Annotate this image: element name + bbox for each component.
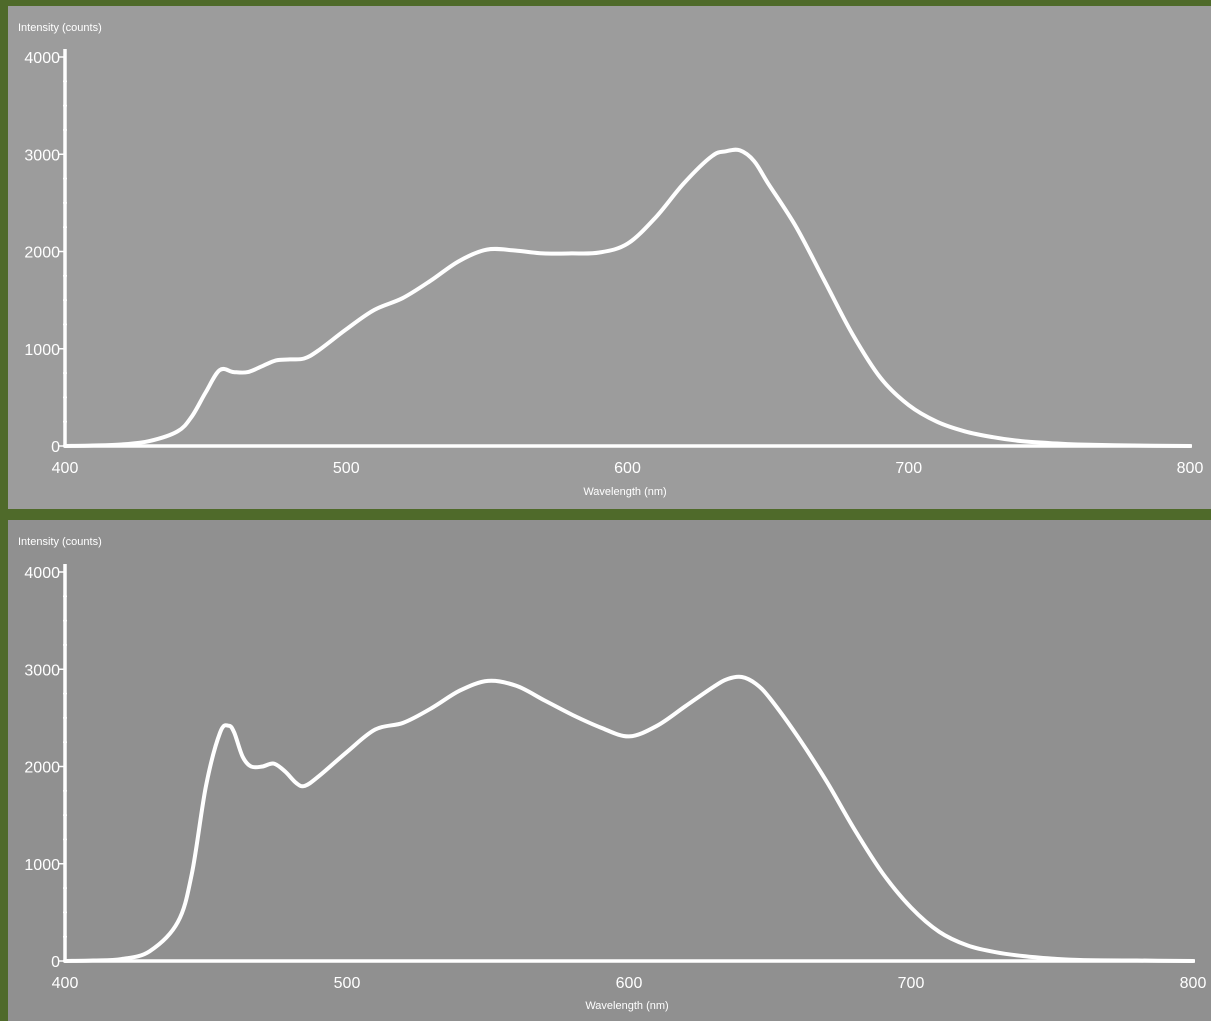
spectrum-chart-bottom: Intensity (counts) Wavelength (nm) 0 1000…: [18, 536, 1207, 1012]
x-tick-label: 500: [334, 975, 361, 992]
x-tick-label: 600: [614, 460, 641, 477]
x-tick-label: 800: [1180, 975, 1207, 992]
x-axis-title: Wavelength (nm): [585, 1000, 668, 1012]
y-tick-label: 1000: [24, 342, 60, 359]
y-tick-label: 3000: [24, 147, 60, 164]
y-tick-label: 2000: [24, 760, 60, 777]
y-tick-label: 0: [51, 954, 60, 971]
x-tick-label: 400: [52, 460, 79, 477]
spectrum-line: [63, 147, 1192, 448]
x-tick-label: 700: [898, 975, 925, 992]
x-tick-label: 700: [895, 460, 922, 477]
y-tick-label: 4000: [24, 565, 60, 582]
y-tick-label: 4000: [24, 50, 60, 67]
y-tick-label: 0: [51, 439, 60, 456]
chart-panel-bottom: Intensity (counts) Wavelength (nm) 0 1000…: [8, 520, 1211, 1021]
spectrum-line: [63, 674, 1195, 963]
x-tick-label: 500: [333, 460, 360, 477]
chart-panel-top: Intensity (counts) Wavelength (nm) 0 1000…: [8, 6, 1211, 509]
x-tick-label: 800: [1177, 460, 1204, 477]
spectrum-chart-top: Intensity (counts) Wavelength (nm) 0 1000…: [18, 22, 1204, 498]
y-axis-title: Intensity (counts): [18, 22, 102, 34]
x-tick-label: 600: [616, 975, 643, 992]
y-tick-label: 1000: [24, 857, 60, 874]
x-tick-label: 400: [52, 975, 79, 992]
y-tick-label: 3000: [24, 662, 60, 679]
y-axis-title: Intensity (counts): [18, 536, 102, 548]
x-axis-title: Wavelength (nm): [583, 486, 666, 498]
y-tick-label: 2000: [24, 245, 60, 262]
